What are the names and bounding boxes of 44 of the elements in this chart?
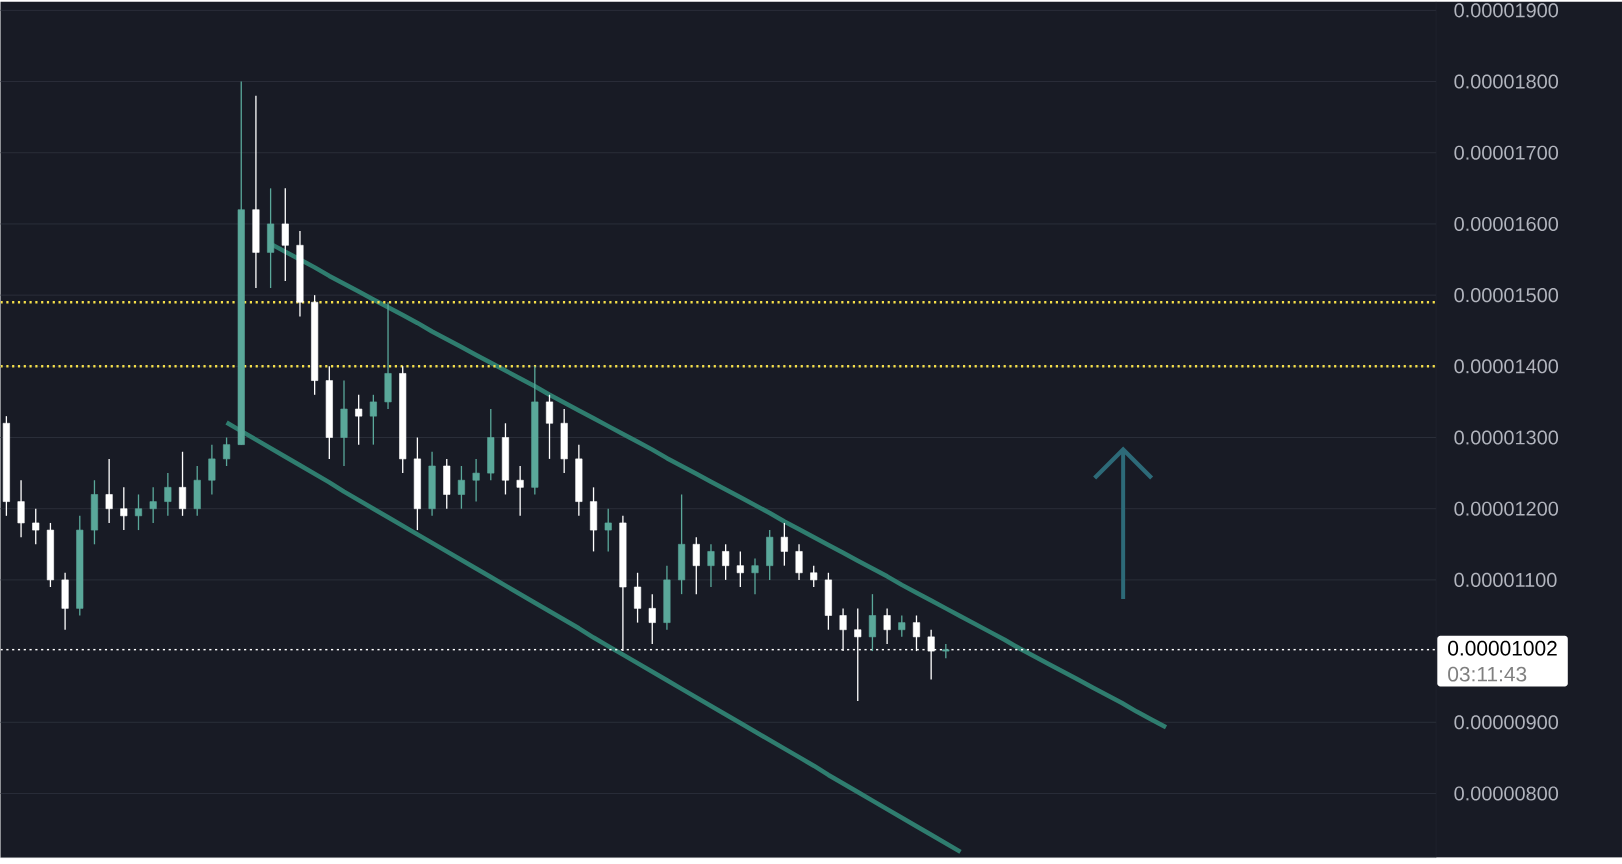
candlestick [751,557,759,595]
candlestick [736,550,744,588]
candlestick [634,571,642,624]
candlestick [795,543,803,581]
candlestick [32,507,40,545]
candlestick [883,607,891,645]
candlestick [105,458,113,524]
candlestick [208,443,216,495]
candlestick [457,465,465,510]
candlestick [355,393,363,446]
candlestick [369,393,377,446]
candlestick [692,536,700,595]
candlestick [179,450,187,517]
y-tick-label: 0.00001500 [1454,287,1559,302]
candlestick [472,458,480,503]
candlestick [707,543,715,588]
ref-line-label: 0.00001002 [1448,640,1557,656]
candlestick [898,614,906,638]
candlestick [17,479,25,538]
candlestick [810,564,818,588]
candlestick [780,522,788,567]
candlestick [722,543,730,581]
y-tick-label: 0.00001200 [1454,501,1559,516]
text: 03:11:43 [1448,666,1527,682]
candlestick [223,436,231,467]
y-tick-label: 0.00001100 [1454,572,1557,587]
y-tick-label: 0.00001900 [1454,3,1559,18]
y-tick-label: 0.00001300 [1454,430,1559,445]
y-tick-label: 0.00000900 [1454,715,1559,730]
y-tick-label: 0.00001400 [1454,359,1559,374]
candlestick [604,507,612,552]
candlestick [134,493,143,531]
candlestick [545,393,554,460]
candlestick [120,486,128,531]
candlestick [164,472,172,517]
candlestick [281,187,289,282]
candlestick [149,486,157,524]
y-tick-label: 0.00001600 [1454,216,1559,231]
candlestick [648,593,656,645]
candlestick [516,465,524,517]
y-tick-label: 0.00000800 [1454,786,1559,801]
y-tick-label: 0.00001800 [1454,74,1559,89]
y-tick-label: 0.00001700 [1454,145,1559,160]
candlestick [868,593,876,652]
